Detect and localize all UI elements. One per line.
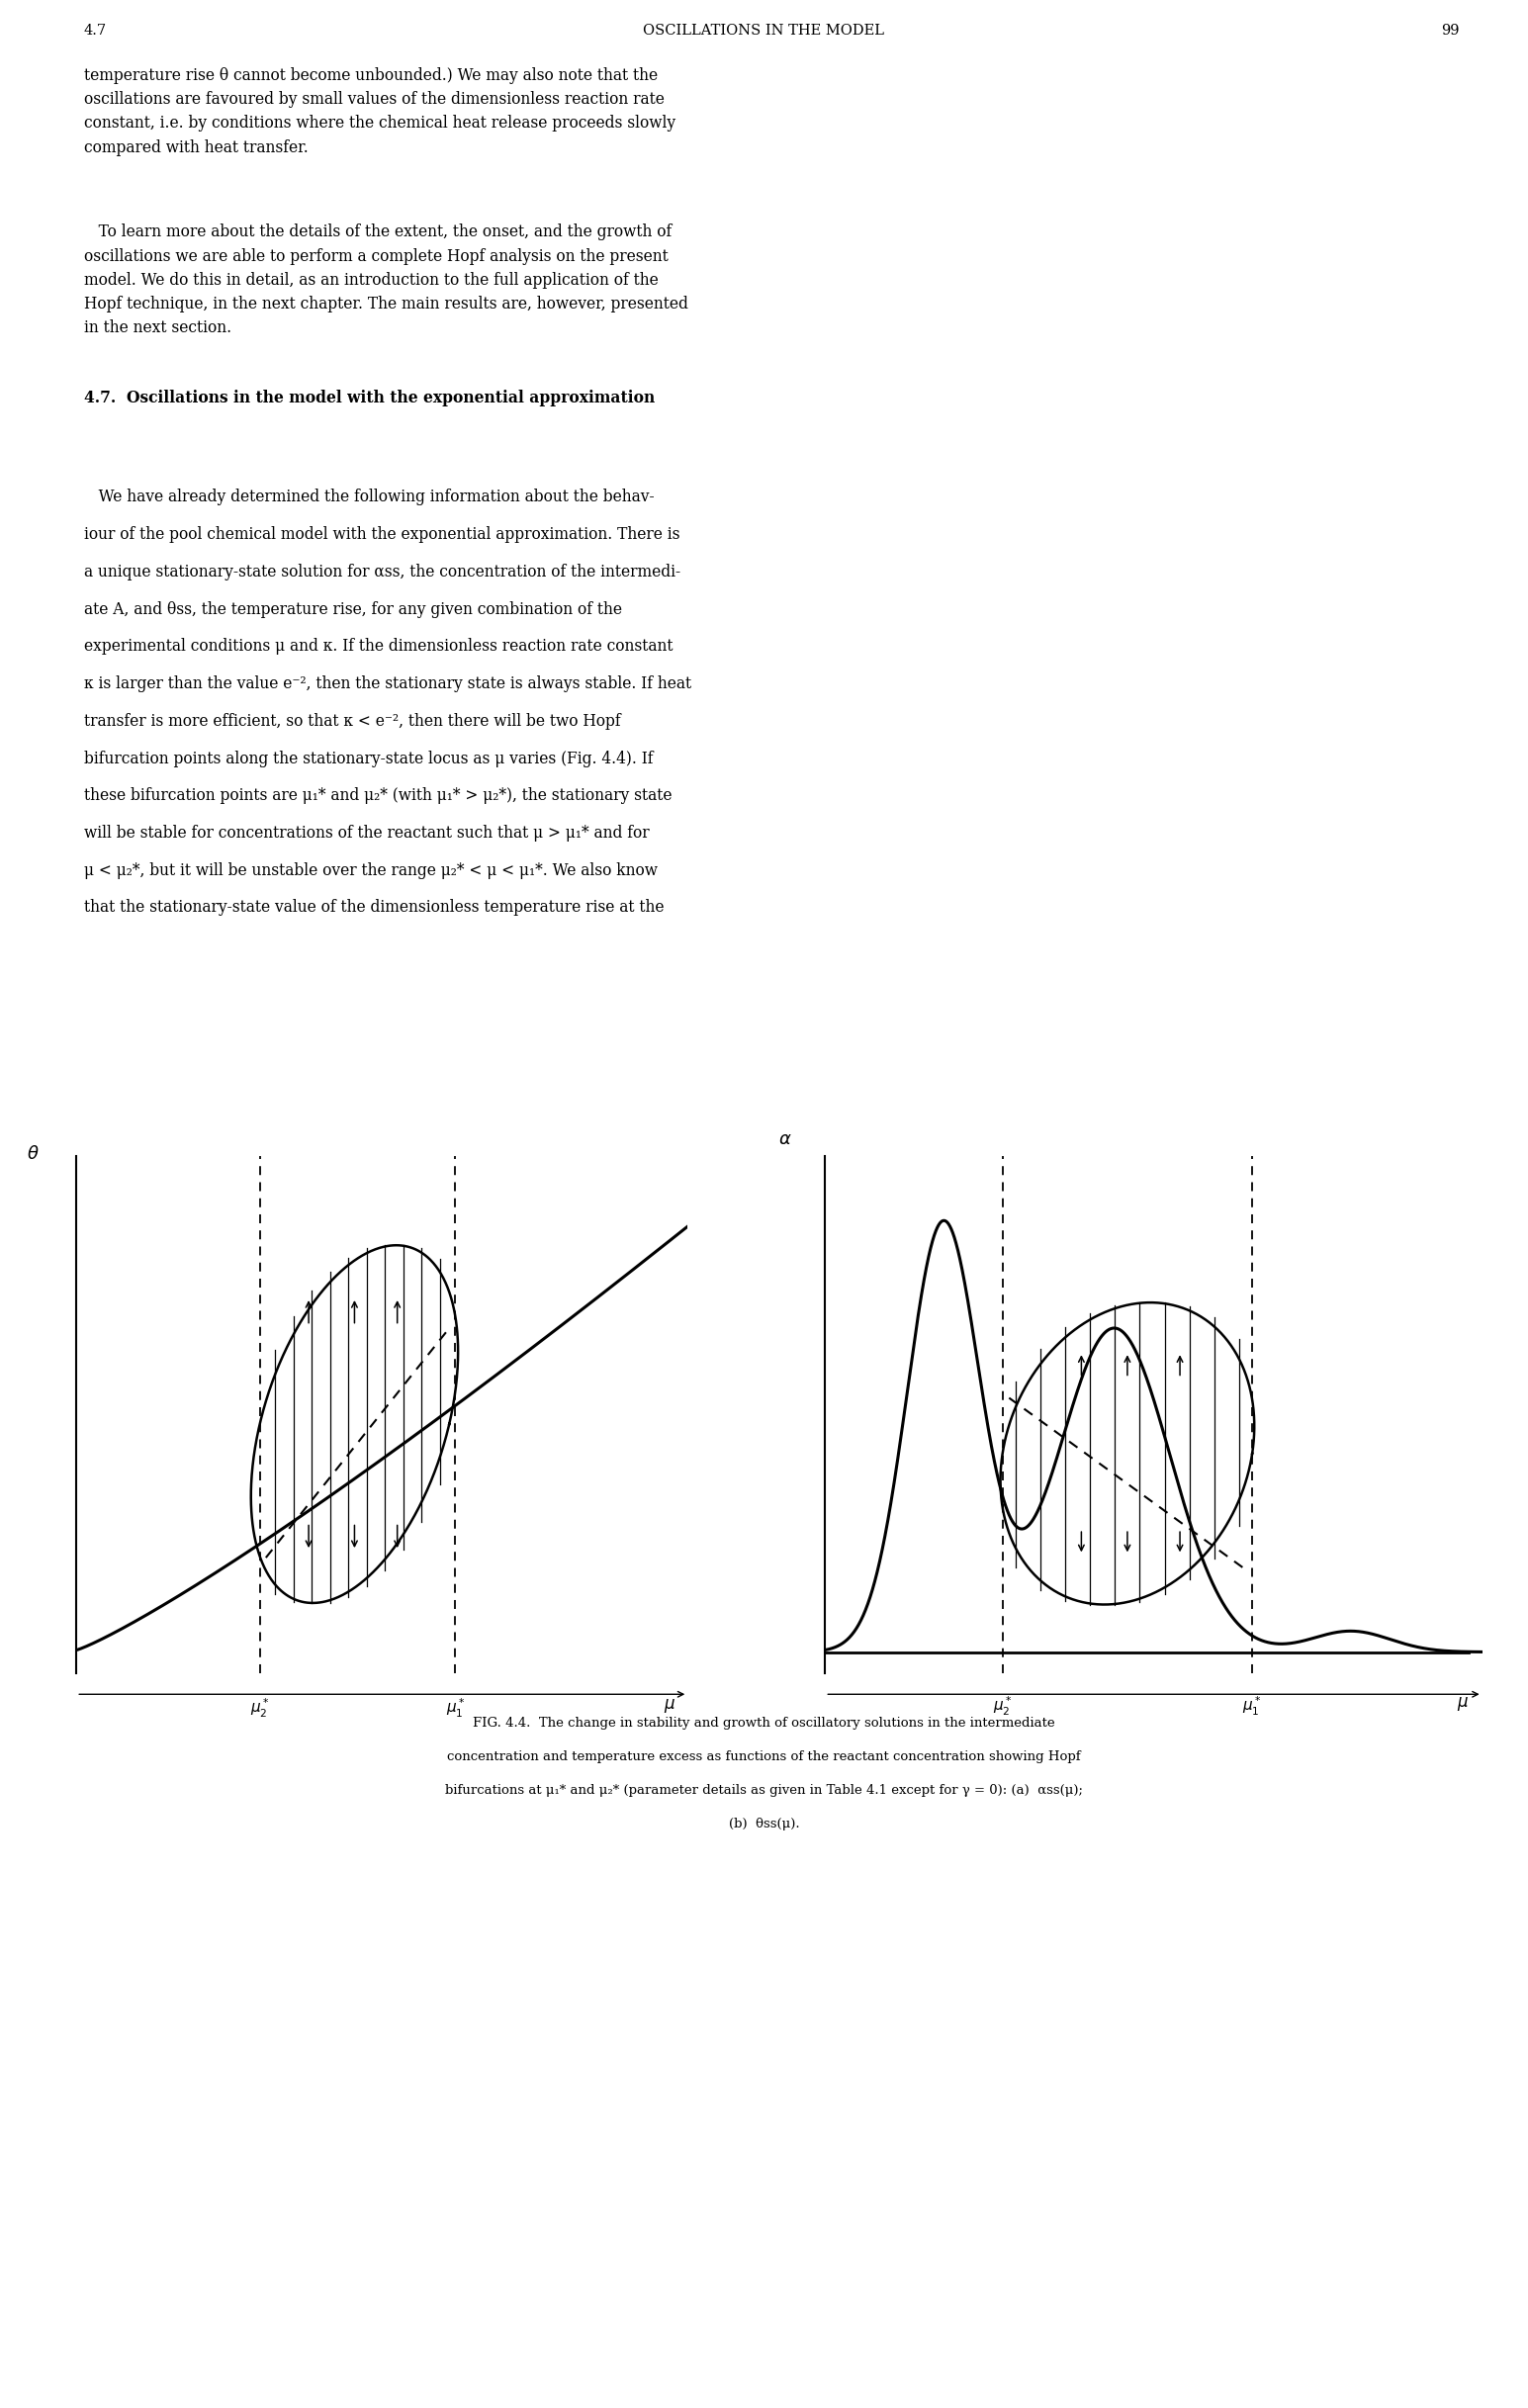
Text: κ is larger than the value e⁻², then the stationary state is always stable. If h: κ is larger than the value e⁻², then the… xyxy=(84,674,691,691)
Text: concentration and temperature excess as functions of the reactant concentration : concentration and temperature excess as … xyxy=(448,1751,1080,1763)
Text: $\mu_1^*$: $\mu_1^*$ xyxy=(446,1698,465,1719)
Text: μ < μ₂*, but it will be unstable over the range μ₂* < μ < μ₁*. We also know: μ < μ₂*, but it will be unstable over th… xyxy=(84,862,657,879)
Text: bifurcation points along the stationary-state locus as μ varies (Fig. 4.4). If: bifurcation points along the stationary-… xyxy=(84,751,652,766)
Text: $\mu_2^*$: $\mu_2^*$ xyxy=(251,1698,269,1719)
Text: a unique stationary-state solution for αss, the concentration of the intermedi-: a unique stationary-state solution for α… xyxy=(84,563,680,580)
Text: $\alpha$: $\alpha$ xyxy=(779,1129,793,1149)
Text: 4.7.  Oscillations in the model with the exponential approximation: 4.7. Oscillations in the model with the … xyxy=(84,390,656,407)
Text: these bifurcation points are μ₁* and μ₂* (with μ₁* > μ₂*), the stationary state: these bifurcation points are μ₁* and μ₂*… xyxy=(84,787,672,804)
Text: ate A, and θss, the temperature rise, for any given combination of the: ate A, and θss, the temperature rise, fo… xyxy=(84,600,622,616)
Text: experimental conditions μ and κ. If the dimensionless reaction rate constant: experimental conditions μ and κ. If the … xyxy=(84,638,672,655)
Text: iour of the pool chemical model with the exponential approximation. There is: iour of the pool chemical model with the… xyxy=(84,525,680,542)
Text: $\mu_1^*$: $\mu_1^*$ xyxy=(1242,1695,1262,1717)
Text: will be stable for concentrations of the reactant such that μ > μ₁* and for: will be stable for concentrations of the… xyxy=(84,824,649,840)
Text: To learn more about the details of the extent, the onset, and the growth of
osci: To learn more about the details of the e… xyxy=(84,224,688,337)
Text: bifurcations at μ₁* and μ₂* (parameter details as given in Table 4.1 except for : bifurcations at μ₁* and μ₂* (parameter d… xyxy=(445,1784,1083,1796)
Text: $\mu_2^*$: $\mu_2^*$ xyxy=(993,1695,1012,1717)
Text: 99: 99 xyxy=(1441,24,1459,39)
Text: We have already determined the following information about the behav-: We have already determined the following… xyxy=(84,489,654,506)
Text: $\mu$: $\mu$ xyxy=(1456,1695,1468,1712)
Text: $\mu$: $\mu$ xyxy=(663,1698,675,1714)
Text: temperature rise θ cannot become unbounded.) We may also note that the
oscillati: temperature rise θ cannot become unbound… xyxy=(84,67,675,157)
Text: that the stationary-state value of the dimensionless temperature rise at the: that the stationary-state value of the d… xyxy=(84,898,665,915)
Text: $\theta$: $\theta$ xyxy=(28,1146,40,1163)
Text: FIG. 4.4.  The change in stability and growth of oscillatory solutions in the in: FIG. 4.4. The change in stability and gr… xyxy=(474,1717,1054,1729)
Text: 4.7: 4.7 xyxy=(84,24,107,39)
Text: (b)  θss(μ).: (b) θss(μ). xyxy=(729,1818,799,1830)
Text: transfer is more efficient, so that κ < e⁻², then there will be two Hopf: transfer is more efficient, so that κ < … xyxy=(84,713,620,730)
Text: OSCILLATIONS IN THE MODEL: OSCILLATIONS IN THE MODEL xyxy=(643,24,885,39)
